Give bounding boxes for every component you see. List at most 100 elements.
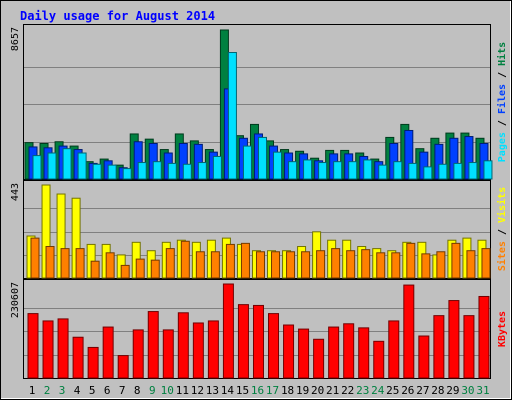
x-tick-label: 10 (161, 384, 174, 397)
pages-bar (212, 155, 222, 180)
x-tick-label: 26 (401, 384, 414, 397)
x-tick-label: 6 (104, 384, 111, 397)
kbytes-bar (403, 284, 415, 379)
legend-files: Files (496, 84, 508, 114)
sites-bar (135, 258, 145, 279)
kbytes-bar (132, 329, 144, 379)
legend-hits: Hits (496, 42, 508, 66)
kbytes-bar (343, 323, 355, 379)
sites-bar (271, 251, 281, 279)
sites-bar (331, 248, 341, 279)
pages-bar (197, 162, 207, 180)
pages-bar (468, 162, 478, 180)
visits-sites-ymax-label: 443 (10, 183, 21, 201)
kbytes-bar (283, 324, 295, 379)
pages-bar (77, 152, 87, 180)
kbytes-bars (27, 283, 490, 379)
sites-bar (301, 251, 311, 279)
hits-files-pages-ymax-label: 8657 (10, 27, 21, 51)
pages-bar (167, 162, 177, 180)
sites-bar (180, 240, 190, 279)
pages-bar (438, 163, 448, 180)
legend-pages: Pages (497, 132, 508, 162)
pages-bar (152, 161, 162, 180)
sites-bar (165, 248, 175, 279)
hits-files-pages-legend: Pages / Files / Hits (496, 42, 508, 162)
kbytes-bar (418, 335, 430, 379)
pages-bar (423, 166, 433, 180)
x-tick-label: 27 (416, 384, 429, 397)
kbytes-bar (433, 315, 445, 379)
kbytes-bar (192, 322, 204, 379)
x-tick-label: 21 (326, 384, 339, 397)
kbytes-bar (87, 346, 99, 379)
pages-bar (363, 159, 373, 180)
sites-bar (240, 242, 250, 279)
pages-bar (122, 168, 132, 180)
sites-bar (210, 251, 220, 279)
x-tick-label: 19 (296, 384, 309, 397)
chart-title: Daily usage for August 2014 (20, 9, 215, 23)
pages-bar (137, 162, 147, 180)
pages-bar (453, 162, 463, 180)
legend-visits: Visits (496, 187, 508, 223)
sites-bar (316, 250, 326, 279)
pages-bar (32, 155, 42, 180)
kbytes-bar (328, 326, 340, 379)
sites-bar (30, 237, 40, 279)
visits-sites-bars (26, 184, 491, 279)
legend-sites: Sites (496, 241, 508, 271)
pages-bar (288, 161, 298, 180)
pages-bar (257, 136, 267, 180)
x-tick-label: 9 (149, 384, 156, 397)
kbytes-bar (207, 320, 219, 379)
pages-bar (242, 145, 252, 180)
x-tick-label: 29 (446, 384, 459, 397)
x-tick-label: 5 (89, 384, 96, 397)
sites-bar (195, 251, 205, 279)
pages-bar (393, 161, 403, 180)
kbytes-bar (177, 312, 189, 379)
sites-bar (255, 251, 265, 279)
sites-bar (346, 250, 356, 279)
x-tick-label: 22 (341, 384, 354, 397)
visits-sites-legend: Sites / Visits (496, 187, 508, 271)
kbytes-legend: KBytes (497, 311, 508, 347)
sites-bar (105, 252, 115, 279)
kbytes-bar (42, 320, 54, 379)
x-tick-label: 18 (281, 384, 294, 397)
pages-bar (62, 148, 72, 180)
x-tick-label: 4 (74, 384, 81, 397)
x-tick-label: 20 (311, 384, 324, 397)
kbytes-bar (162, 329, 174, 379)
kbytes-bar (72, 336, 84, 379)
sites-bar (45, 246, 55, 279)
sites-bar (481, 248, 491, 279)
sites-bar (75, 248, 85, 279)
x-axis-day-labels: 1 2 3 4 5 6 7 8 9 10 11 12 13 14 15 16 17 18 19 20 21 22 23 24 2… (29, 384, 490, 397)
x-tick-label: 30 (461, 384, 474, 397)
kbytes-bar (147, 311, 159, 379)
x-tick-label: 2 (44, 384, 51, 397)
kbytes-bar (222, 283, 234, 379)
pages-bar (182, 163, 192, 180)
x-tick-label: 28 (431, 384, 444, 397)
kbytes-bar (448, 300, 460, 379)
x-tick-label: 12 (191, 384, 204, 397)
sites-bar (60, 248, 70, 279)
kbytes-bar (102, 326, 114, 379)
x-tick-label: 16 (251, 384, 264, 397)
x-tick-label: 1 (29, 384, 36, 397)
pages-bar (318, 162, 328, 180)
pages-bar (227, 52, 237, 180)
sites-bar (451, 242, 461, 279)
sites-bar (436, 251, 446, 279)
kbytes-panel: 230607 KBytes (10, 279, 508, 379)
kbytes-bar (268, 313, 280, 379)
x-tick-label: 7 (119, 384, 126, 397)
kbytes-bar (373, 340, 385, 379)
kbytes-bar (358, 327, 370, 379)
sites-bar (406, 242, 416, 279)
sites-bar (150, 259, 160, 279)
